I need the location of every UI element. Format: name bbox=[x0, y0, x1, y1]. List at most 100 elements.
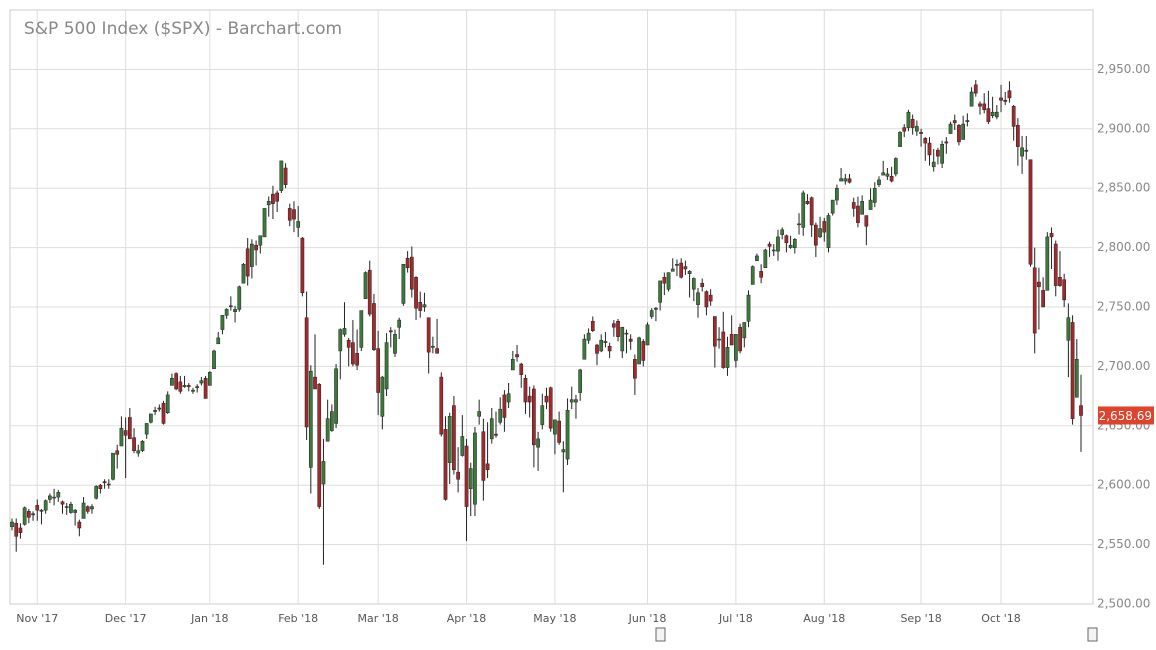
candle-body bbox=[755, 255, 759, 261]
candle-body bbox=[1037, 281, 1041, 288]
candle-body bbox=[262, 208, 267, 238]
candle-body bbox=[380, 376, 385, 417]
candle-body bbox=[923, 138, 928, 144]
candle-body bbox=[590, 321, 595, 332]
candle-body bbox=[359, 310, 364, 348]
candle-body bbox=[839, 178, 843, 182]
candle-body bbox=[553, 419, 557, 435]
candle-body bbox=[363, 272, 368, 299]
candle-body bbox=[250, 243, 254, 267]
candle-body bbox=[595, 344, 599, 354]
y-tick-label: 2,550.00 bbox=[1097, 537, 1150, 551]
candle-body bbox=[1074, 359, 1079, 398]
candle-body bbox=[931, 161, 936, 168]
candle-body bbox=[132, 437, 136, 451]
candle-body bbox=[300, 237, 305, 293]
candle-body bbox=[287, 208, 292, 221]
candle-body bbox=[266, 201, 271, 206]
candle-body bbox=[85, 506, 90, 512]
x-tick-label: Jul '18 bbox=[718, 612, 753, 625]
y-tick-label: 2,900.00 bbox=[1097, 121, 1150, 135]
y-tick-label: 2,800.00 bbox=[1097, 240, 1150, 254]
candle-body bbox=[64, 506, 69, 508]
candle-body bbox=[296, 221, 301, 228]
candle-body bbox=[540, 405, 545, 425]
candle-body bbox=[144, 423, 149, 435]
candle-body bbox=[233, 309, 237, 313]
candle-body bbox=[721, 331, 726, 368]
candle-body bbox=[1011, 105, 1016, 127]
x-tick-label: Dec '17 bbox=[105, 612, 147, 625]
candle-body bbox=[439, 376, 444, 435]
candle-body bbox=[734, 334, 738, 361]
candle-body bbox=[742, 322, 747, 339]
scroll-handle[interactable] bbox=[1087, 627, 1098, 642]
candle-body bbox=[26, 511, 31, 518]
candle-body bbox=[443, 429, 448, 500]
candle-body bbox=[961, 123, 966, 140]
candle-body bbox=[422, 304, 427, 308]
candle-body bbox=[969, 91, 974, 107]
candle-body bbox=[1049, 233, 1054, 238]
candle-body bbox=[973, 84, 978, 94]
candle-body bbox=[473, 432, 477, 505]
candle-body bbox=[915, 126, 919, 132]
candle-body bbox=[763, 249, 768, 269]
candle-body bbox=[376, 348, 381, 393]
candle-body bbox=[123, 430, 128, 436]
candle-body bbox=[889, 176, 894, 182]
candle-body bbox=[712, 316, 717, 347]
candle-body bbox=[561, 449, 566, 453]
candle-body bbox=[1053, 243, 1058, 286]
scroll-handle[interactable] bbox=[655, 627, 666, 642]
candle-body bbox=[830, 199, 835, 214]
candle-body bbox=[683, 266, 688, 270]
candle-body bbox=[207, 372, 212, 386]
candle-body bbox=[641, 341, 646, 361]
candle-body bbox=[536, 438, 540, 448]
candle-body bbox=[872, 187, 877, 203]
candle-body bbox=[271, 193, 275, 204]
candle-body bbox=[372, 303, 376, 351]
candle-body bbox=[18, 527, 23, 533]
x-tick-label: May '18 bbox=[533, 612, 576, 625]
candle-body bbox=[624, 332, 629, 335]
candle-body bbox=[578, 369, 583, 393]
candle-body bbox=[447, 416, 452, 463]
candle-body bbox=[700, 282, 705, 288]
candle-body bbox=[687, 271, 692, 274]
candle-body bbox=[1079, 405, 1083, 416]
x-tick-label: Nov '17 bbox=[16, 612, 58, 625]
candle-body bbox=[990, 111, 995, 116]
candle-body bbox=[780, 229, 785, 235]
candle-body bbox=[384, 342, 389, 390]
candle-body bbox=[229, 305, 233, 308]
candle-body bbox=[460, 436, 465, 456]
candle-body bbox=[519, 363, 524, 375]
candle-body bbox=[119, 427, 124, 447]
candle-body bbox=[216, 337, 221, 345]
candle-body bbox=[39, 509, 44, 512]
candle-body bbox=[750, 266, 755, 285]
candle-body bbox=[304, 317, 309, 428]
candle-body bbox=[182, 385, 187, 387]
candle-body bbox=[397, 319, 402, 328]
candle-body bbox=[22, 507, 27, 525]
candle-body bbox=[237, 286, 242, 310]
candle-body bbox=[31, 513, 35, 516]
candle-body bbox=[275, 192, 279, 202]
candle-body bbox=[414, 277, 418, 309]
candle-body bbox=[523, 378, 528, 403]
candle-body bbox=[418, 301, 423, 311]
candle-body bbox=[725, 347, 730, 368]
candle-body bbox=[982, 103, 987, 111]
y-tick-label: 2,850.00 bbox=[1097, 181, 1150, 195]
candle-body bbox=[73, 509, 77, 513]
candle-body bbox=[898, 132, 902, 147]
candle-body bbox=[1062, 279, 1067, 301]
candle-body bbox=[212, 350, 216, 370]
candle-body bbox=[468, 468, 473, 490]
candle-body bbox=[1066, 317, 1071, 341]
candle-body bbox=[965, 120, 970, 122]
candle-body bbox=[426, 317, 431, 353]
